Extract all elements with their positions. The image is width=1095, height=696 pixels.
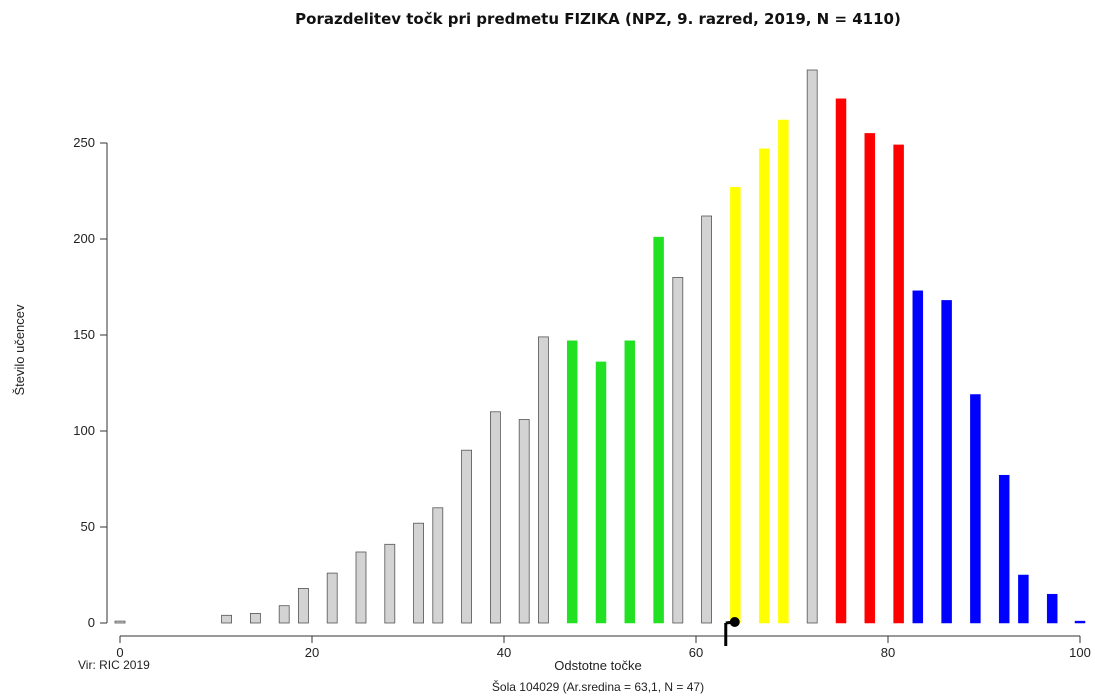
bar-16 xyxy=(624,340,636,624)
y-tick-label-150: 150 xyxy=(73,327,95,342)
x-ticks-group: 0 20 40 60 80 100 xyxy=(116,636,1091,660)
bar-15 xyxy=(595,361,607,624)
bar-28 xyxy=(941,300,952,624)
bar-2 xyxy=(249,613,261,624)
bar-11 xyxy=(489,411,501,624)
bar-26 xyxy=(893,144,904,624)
bar-25 xyxy=(864,133,876,624)
source-note: Vir: RIC 2019 xyxy=(78,658,150,672)
bar-3 xyxy=(278,605,290,624)
chart-title: Porazdelitev točk pri predmetu FIZIKA (N… xyxy=(295,10,901,28)
bar-23 xyxy=(806,69,818,624)
bar-21 xyxy=(758,148,770,624)
bar-29 xyxy=(970,394,981,624)
bar-20 xyxy=(730,186,741,624)
bar-18 xyxy=(672,276,684,624)
bars-group xyxy=(114,69,1086,624)
x-axis-label: Odstotne točke xyxy=(554,658,641,673)
x-tick-label-80: 80 xyxy=(881,645,895,660)
bar-6 xyxy=(355,551,367,624)
bar-33 xyxy=(1074,620,1086,624)
bar-13 xyxy=(538,336,549,624)
bar-10 xyxy=(461,449,473,624)
bar-5 xyxy=(326,572,338,624)
x-tick-label-0: 0 xyxy=(116,645,123,660)
y-tick-label-0: 0 xyxy=(88,615,95,630)
x-tick-label-60: 60 xyxy=(689,645,703,660)
bar-12 xyxy=(518,419,530,624)
marker-dot xyxy=(729,617,740,627)
bar-14 xyxy=(566,340,578,624)
bar-27 xyxy=(912,290,924,624)
bar-7 xyxy=(384,543,396,624)
bar-30 xyxy=(998,474,1010,624)
bar-8 xyxy=(413,522,425,624)
x-tick-label-20: 20 xyxy=(305,645,319,660)
bar-4 xyxy=(297,588,309,624)
y-tick-label-50: 50 xyxy=(81,519,95,534)
x-tick-label-100: 100 xyxy=(1069,645,1091,660)
x-tick-label-40: 40 xyxy=(497,645,511,660)
bar-17 xyxy=(653,236,664,624)
bar-0 xyxy=(114,620,126,624)
bar-22 xyxy=(778,119,789,624)
y-tick-label-100: 100 xyxy=(73,423,95,438)
bar-9 xyxy=(432,507,444,624)
bar-31 xyxy=(1018,574,1029,624)
bar-19 xyxy=(701,215,712,624)
y-tick-label-250: 250 xyxy=(73,135,95,150)
y-ticks-group: 0 50 100 150 200 250 xyxy=(73,135,107,630)
school-mean-marker xyxy=(724,617,740,646)
bar-1 xyxy=(221,614,233,624)
school-note: Šola 104029 (Ar.sredina = 63,1, N = 47) xyxy=(492,679,704,694)
y-tick-label-200: 200 xyxy=(73,231,95,246)
bar-24 xyxy=(835,98,847,624)
bar-32 xyxy=(1046,593,1058,624)
y-axis-label: Število učencev xyxy=(12,304,27,396)
